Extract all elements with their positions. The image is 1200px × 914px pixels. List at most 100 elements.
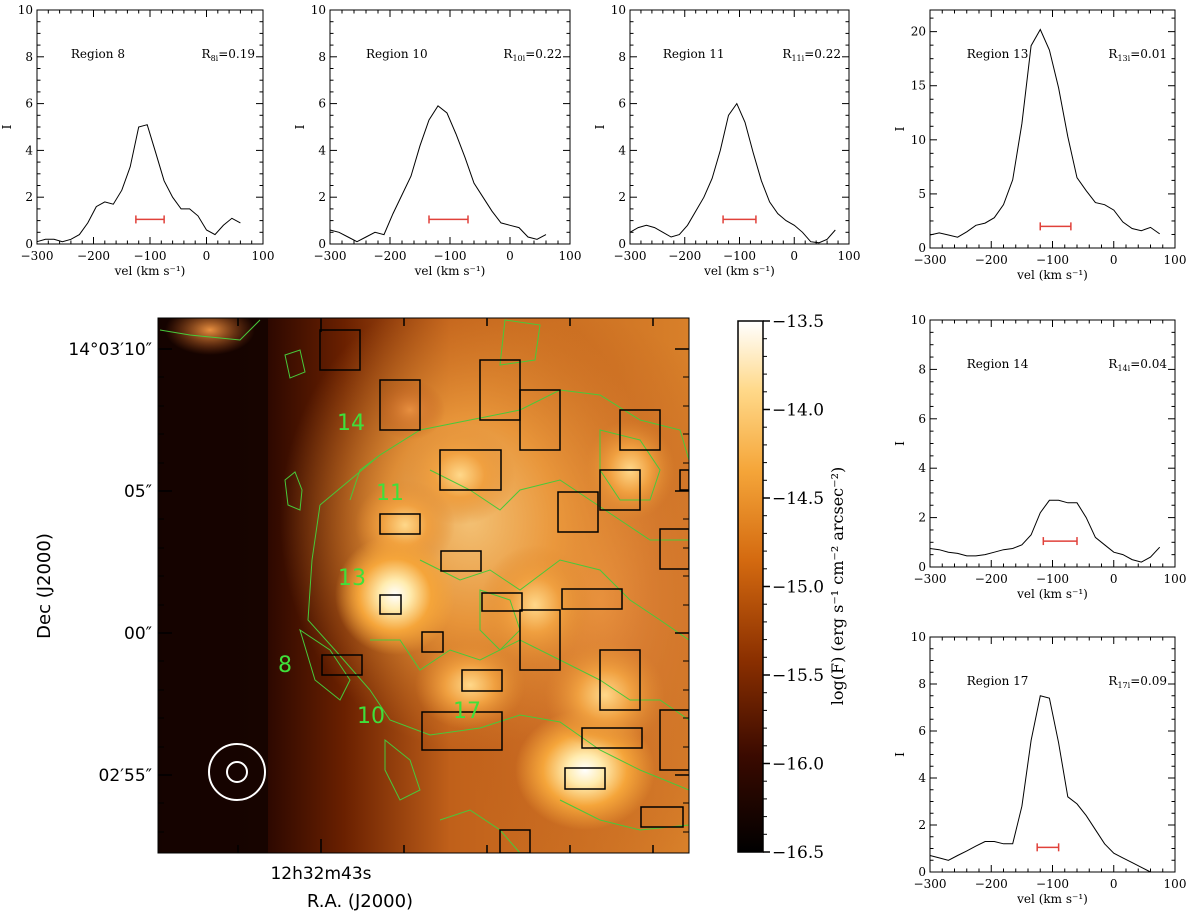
- x-tick-label: −300: [914, 253, 947, 267]
- y-tick-label: 4: [918, 461, 926, 475]
- x-tick-label: 100: [252, 249, 275, 263]
- profile-panel-p10: −300 −200 −100 0 100 0 2 4 6 8 10 Region 10 R10i=0.2…: [293, 3, 581, 278]
- y-tick-label: 10: [611, 3, 626, 17]
- y-tick-label: 0: [918, 865, 926, 879]
- y-axis-label: I: [293, 124, 307, 129]
- plot-frame: [929, 636, 1176, 873]
- region-label: Region 10: [366, 47, 428, 61]
- y-tick-label: 10: [911, 630, 926, 644]
- y-tick-label: 2: [918, 818, 926, 832]
- y-tick-label: 2: [618, 190, 626, 204]
- profile-panel-p8: −300 −200 −100 0 100 0 2 4 6 8 10 Region 8 R8i=0.19 v…: [0, 3, 274, 278]
- y-tick-label: 10: [18, 3, 33, 17]
- y-tick-label: 6: [25, 97, 33, 111]
- plot-frame: [629, 9, 850, 245]
- x-tick-label: −100: [1036, 572, 1069, 586]
- region-label: Region 14: [967, 357, 1029, 371]
- x-tick-label: −200: [668, 249, 701, 263]
- beam-outer-circle: [208, 743, 266, 801]
- map-minor-ticks: [158, 376, 689, 833]
- ratio-label: R14i=0.04: [1108, 357, 1167, 373]
- profile-line: [329, 105, 547, 243]
- y-tick-label: 4: [618, 143, 626, 157]
- x-tick-label: −300: [914, 877, 947, 891]
- y-tick-label: 8: [918, 362, 926, 376]
- colorbar-ticks: −13.5 −14.0 −14.5 −15.0 −15.5 −16.0 −16.5: [763, 312, 824, 863]
- y-tick-label: 2: [918, 511, 926, 525]
- x-tick-label: 100: [1164, 253, 1187, 267]
- x-tick-label: −200: [975, 253, 1008, 267]
- x-axis-label: vel (km s⁻¹): [703, 264, 775, 278]
- colorbar: −13.5 −14.0 −14.5 −15.0 −15.5 −16.0 −16.5 log(…: [737, 312, 847, 863]
- y-tick-label: 2: [25, 190, 33, 204]
- y-tick-label: 10: [911, 133, 926, 147]
- plot-frame: [929, 9, 1176, 249]
- map-label-14: 14: [337, 411, 365, 436]
- y-axis-label: I: [893, 441, 907, 446]
- map-label-11: 11: [376, 481, 404, 506]
- x-tick-label: −300: [914, 572, 947, 586]
- x-tick-label: −300: [21, 249, 54, 263]
- map-ticks: [158, 318, 689, 853]
- plot-frame: [36, 9, 264, 245]
- profile-line: [36, 124, 241, 243]
- x-tick-label: 0: [1110, 253, 1118, 267]
- y-axis-label: I: [593, 124, 607, 129]
- flux-map-panel: 14 11 13 8 10 17 14°03′10″ 05″ 00″ 02′55…: [34, 317, 690, 912]
- x-tick-label: −100: [1036, 253, 1069, 267]
- map-label-13: 13: [338, 566, 366, 591]
- y-tick-label: 10: [311, 3, 326, 17]
- colorbar-tick-label: −13.5: [772, 312, 824, 332]
- x-tick-label: −300: [314, 249, 347, 263]
- colorbar-label: log(F) (erg s⁻¹ cm⁻² arcsec⁻²): [828, 467, 847, 705]
- y-tick-label: 5: [918, 187, 926, 201]
- map-frame: [157, 317, 690, 854]
- ratio-label: R13i=0.01: [1108, 47, 1167, 63]
- x-tick-label: 100: [559, 249, 582, 263]
- y-tick-label: 0: [918, 560, 926, 574]
- y-tick-label: 15: [911, 79, 926, 93]
- x-axis-label: vel (km s⁻¹): [114, 264, 186, 278]
- ra-axis-label: R.A. (J2000): [307, 891, 413, 912]
- y-tick-label: 0: [918, 241, 926, 255]
- y-tick-label: 0: [318, 237, 326, 251]
- map-axis-text: 14°03′10″ 05″ 00″ 02′55″ 12h32m43s R.A. …: [34, 340, 413, 912]
- x-tick-label: 0: [506, 249, 514, 263]
- x-tick-label: 100: [838, 249, 861, 263]
- x-tick-label: −100: [1036, 877, 1069, 891]
- profile-line: [929, 499, 1161, 563]
- profile-panel-p17: −300 −200 −100 0 100 0 2 4 6 8 10 Region 17 R17i=0.0…: [893, 630, 1186, 906]
- y-axis-label: I: [0, 124, 14, 129]
- y-tick-label: 4: [918, 771, 926, 785]
- profile-line: [929, 695, 1151, 873]
- colorbar-tick-label: −16.5: [772, 843, 824, 863]
- map-label-8: 8: [278, 653, 292, 678]
- y-tick-label: 10: [911, 313, 926, 327]
- y-tick-label: 6: [918, 412, 926, 426]
- map-label-17: 17: [453, 699, 481, 724]
- profile-panel-p13: −300 −200 −100 0 100 0 5 10 15 20 Region 13 R13i=0.…: [893, 9, 1187, 282]
- x-tick-label: −200: [975, 877, 1008, 891]
- profile-line: [629, 102, 836, 244]
- x-axis-label: vel (km s⁻¹): [1016, 268, 1088, 282]
- ra-tick-1: 12h32m43s: [270, 864, 371, 884]
- plot-frame: [329, 9, 571, 245]
- x-tick-label: 100: [1164, 877, 1187, 891]
- y-tick-label: 6: [318, 97, 326, 111]
- profile-panel-p11: −300 −200 −100 0 100 0 2 4 6 8 10 Region 11 R11i=0.2…: [593, 3, 860, 278]
- colorbar-tick-label: −15.5: [772, 666, 824, 686]
- colorbar-tick-label: −16.0: [772, 755, 824, 775]
- profile-line: [929, 28, 1160, 238]
- x-tick-label: 0: [203, 249, 211, 263]
- y-tick-label: 8: [618, 50, 626, 64]
- profile-panel-p14: −300 −200 −100 0 100 0 2 4 6 8 10 Region 14 R14i=0.0…: [893, 313, 1186, 601]
- region-boxes: [319, 329, 689, 853]
- y-tick-label: 4: [318, 143, 326, 157]
- y-axis-label: I: [893, 126, 907, 131]
- x-tick-label: −200: [374, 249, 407, 263]
- x-axis-label: vel (km s⁻¹): [1016, 892, 1088, 906]
- dec-tick-3: 00″: [124, 624, 152, 644]
- y-tick-label: 0: [25, 237, 33, 251]
